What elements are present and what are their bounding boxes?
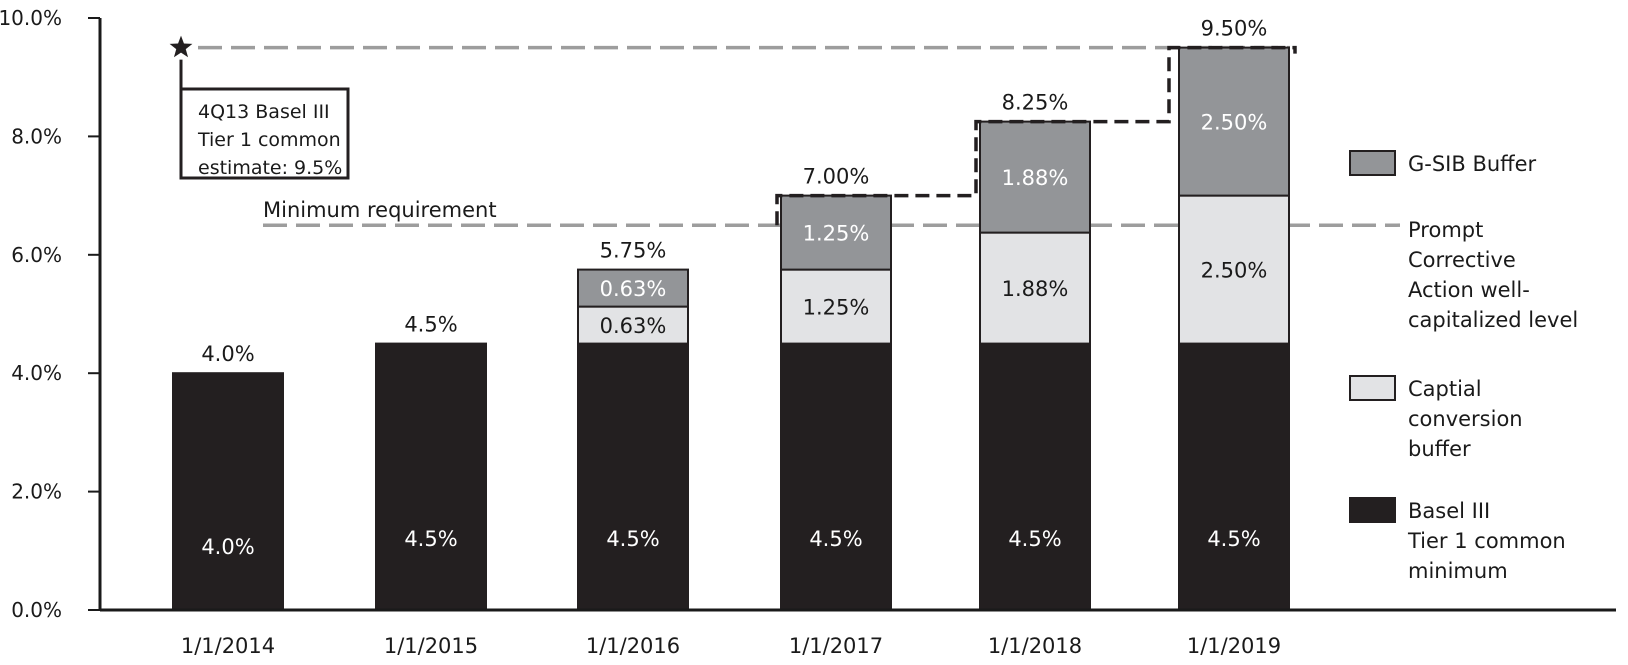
bar-value-label: 4.0% <box>201 535 254 559</box>
bar-segment <box>1178 194 1290 345</box>
x-tick-label: 1/1/2017 <box>789 634 883 658</box>
prompt-corrective-action-label-line: Corrective <box>1408 248 1516 272</box>
bar-total-label: 9.50% <box>1201 17 1268 41</box>
prompt-corrective-action-label-line: capitalized level <box>1408 308 1578 332</box>
legend-label: Basel III Tier 1 common minimum <box>1407 499 1566 583</box>
x-tick-label: 1/1/2019 <box>1187 634 1281 658</box>
bar-segment <box>979 120 1091 234</box>
bar-segment <box>780 342 892 611</box>
bar-segment <box>780 194 892 271</box>
bar-value-label: 4.5% <box>606 527 659 551</box>
callout-text: 4Q13 Basel III Tier 1 common estimate: 9.5… <box>197 101 342 179</box>
y-tick-label: 0.0% <box>11 598 62 622</box>
prompt-corrective-action-label-line: Prompt <box>1408 218 1483 242</box>
x-tick-label: 1/1/2016 <box>586 634 680 658</box>
bar-segment <box>979 342 1091 611</box>
legend-swatch <box>1349 497 1396 523</box>
legend-label-line: Captial <box>1408 377 1482 401</box>
callout-text-line: 4Q13 Basel III <box>198 101 330 123</box>
legend: G-SIB Buffer Captial conversion buffer Basel… <box>1349 150 1566 583</box>
bar-value-label: 0.63% <box>600 314 667 338</box>
bar-value-label: 4.5% <box>1008 527 1061 551</box>
bar-total-label: 4.5% <box>404 313 457 337</box>
legend-label-line: G-SIB Buffer <box>1408 152 1537 176</box>
legend-label: Captial conversion buffer <box>1408 377 1523 461</box>
callout-text-line: estimate: 9.5% <box>198 157 342 179</box>
bar-value-label: 1.88% <box>1002 166 1069 190</box>
x-axis-labels: 1/1/2014 1/1/2015 1/1/2016 1/1/2017 1/1/2018… <box>181 634 1281 658</box>
y-tick-label: 8.0% <box>11 124 62 148</box>
legend-label-line: minimum <box>1408 559 1508 583</box>
bar-value-label: 2.50% <box>1201 259 1268 283</box>
legend-swatch <box>1349 150 1396 176</box>
prompt-corrective-action-label: Prompt Corrective Action well-capitalized … <box>1408 218 1578 332</box>
bar-segment <box>780 268 892 345</box>
y-tick-label: 10.0% <box>0 6 62 30</box>
bar-value-label: 1.25% <box>803 296 870 320</box>
bar-total-label: 7.00% <box>803 165 870 189</box>
callout-box <box>179 87 350 180</box>
step-line-group <box>775 45 1297 226</box>
x-tick-label: 1/1/2014 <box>181 634 275 658</box>
bar-value-label: 1.88% <box>1002 277 1069 301</box>
bar-total-label: 5.75% <box>600 239 667 263</box>
bar-total-label: 8.25% <box>1002 91 1069 115</box>
legend-swatch <box>1349 375 1396 401</box>
axes <box>98 18 1616 612</box>
callout-text-line: Tier 1 common <box>197 129 341 151</box>
bar-segment <box>375 342 487 611</box>
bar-value-label: 4.5% <box>809 527 862 551</box>
x-tick-label: 1/1/2015 <box>384 634 478 658</box>
bar-segment <box>1178 342 1290 611</box>
bar-value-label: 0.63% <box>600 277 667 301</box>
estimate-callout: 4Q13 Basel III Tier 1 common estimate: 9.5… <box>169 35 350 180</box>
prompt-corrective-action-label-line: Action well- <box>1408 278 1530 302</box>
y-tick-label: 4.0% <box>11 361 62 385</box>
bar-segment <box>1178 46 1290 197</box>
y-axis-ticks: 0.0% 2.0% 4.0% 6.0% 8.0% 10.0% <box>0 6 100 622</box>
star-icon <box>169 35 193 58</box>
bar-segment <box>577 268 689 308</box>
bar-value-label: 4.5% <box>1207 527 1260 551</box>
bar-value-label: 2.50% <box>1201 111 1268 135</box>
bars: 4.0% 4.0% 4.5% 4.5% 4.5% 0.63% 0.63% 5.75% 4.5% 1… <box>172 17 1290 612</box>
minimum-requirement-label: Minimum requirement <box>263 198 497 222</box>
legend-label-line: buffer <box>1408 437 1471 461</box>
y-tick-label: 2.0% <box>11 480 62 504</box>
bar-value-label: 1.25% <box>803 222 870 246</box>
bar-segment <box>172 372 284 612</box>
y-tick-label: 6.0% <box>11 243 62 267</box>
bar-segment <box>577 342 689 611</box>
legend-label-line: Tier 1 common <box>1407 529 1566 553</box>
bar-total-label: 4.0% <box>201 342 254 366</box>
x-tick-label: 1/1/2018 <box>988 634 1082 658</box>
bar-value-label: 4.5% <box>404 527 457 551</box>
step-line <box>775 45 1297 226</box>
legend-label: G-SIB Buffer <box>1408 152 1537 176</box>
bar-segment <box>577 305 689 345</box>
legend-label-line: conversion <box>1408 407 1523 431</box>
legend-label-line: Basel III <box>1408 499 1490 523</box>
